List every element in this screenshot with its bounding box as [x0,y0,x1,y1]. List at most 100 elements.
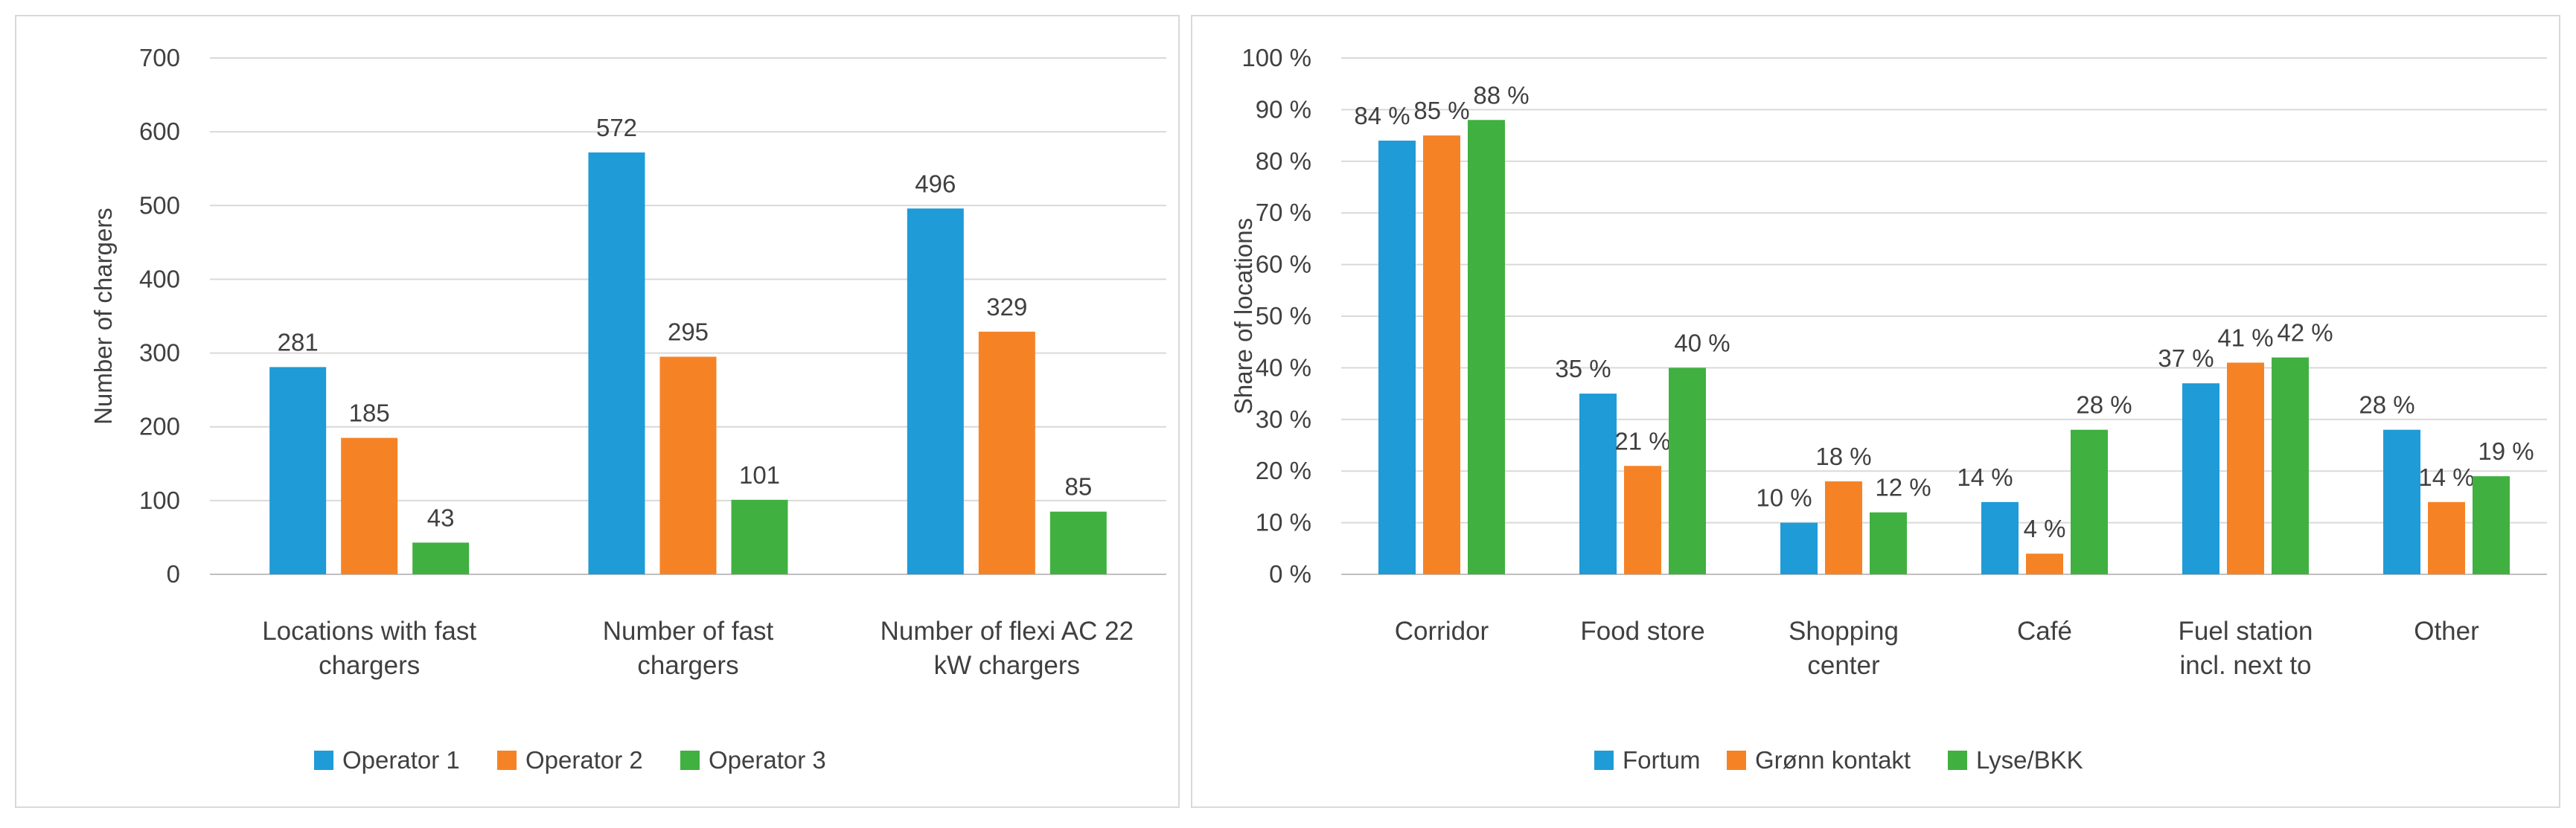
locations-bar [2473,476,2510,574]
locations-y-tick-label: 80 % [1256,147,1311,175]
chargers-data-label: 572 [596,114,637,141]
locations-bar [1669,368,1706,574]
chargers-bar [978,331,1035,574]
chargers-bar [588,152,645,575]
locations-bar [1468,120,1505,574]
locations-bar [1378,141,1416,575]
chargers-bar [1049,511,1107,574]
chargers-bar [341,437,398,574]
chargers-y-tick-label: 100 [139,487,180,514]
locations-bar [1780,522,1818,574]
locations-data-label: 21 % [1614,427,1670,455]
locations-bar [2071,429,2108,574]
chargers-category-label: Number of fast [603,617,774,646]
locations-category-label: incl. next to [2179,651,2311,680]
chargers-legend-label: Operator 3 [709,746,826,774]
chargers-legend-swatch [314,751,333,770]
locations-y-tick-label: 10 % [1256,509,1311,536]
locations-data-label: 37 % [2158,344,2214,372]
locations-category-label: Shopping [1789,617,1899,646]
locations-legend-label: Grønn kontakt [1755,746,1911,774]
chargers-legend-swatch [680,751,700,770]
locations-data-label: 10 % [1756,484,1812,512]
chargers-legend-label: Operator 2 [525,746,643,774]
chart-panel-locations: 0 % 10 % 20 % 30 % 40 % 50 % 60 % 70 % 80 % 90 % 1… [1191,15,2560,808]
locations-bar [1825,481,1862,574]
locations-y-tick-label: 0 % [1269,560,1311,588]
locations-bar [2272,357,2309,574]
locations-y-tick-label: 70 % [1256,199,1311,226]
locations-bar [1579,394,1617,574]
locations-category-label: Other [2414,617,2479,646]
locations-data-label: 84 % [1354,102,1410,129]
locations-y-tick-label: 50 % [1256,302,1311,330]
locations-category-label: center [1807,651,1880,680]
chargers-y-tick-label: 700 [139,44,180,71]
locations-bar [1423,135,1460,575]
locations-bar [2383,429,2420,574]
chart-panel-chargers: 0 100 200 300 400 500 600 700 Number of chargers… [15,15,1180,808]
locations-category-label: Food store [1580,617,1704,646]
chargers-bar [659,356,717,574]
locations-legend-swatch [1727,751,1746,770]
chargers-y-tick-label: 200 [139,413,180,440]
chargers-bar [731,499,788,574]
chargers-legend-swatch [497,751,517,770]
locations-data-label: 40 % [1674,329,1730,356]
chargers-category-label: kW chargers [934,651,1080,680]
locations-bar [2227,362,2264,574]
locations-legend-swatch [1948,751,1967,770]
chargers-y-tick-label: 300 [139,339,180,367]
locations-category-label: Café [2017,617,2072,646]
locations-data-label: 28 % [2076,391,2132,419]
chargers-data-label: 185 [349,399,390,427]
locations-data-label: 28 % [2359,391,2414,419]
locations-legend-swatch [1594,751,1614,770]
locations-y-tick-label: 40 % [1256,353,1311,381]
chargers-data-label: 101 [739,461,780,489]
locations-category-label: Fuel station [2179,617,2313,646]
locations-bar [1624,466,1661,574]
locations-y-tick-label: 100 % [1241,44,1311,71]
chargers-y-tick-label: 600 [139,118,180,145]
locations-data-label: 88 % [1473,81,1529,109]
chargers-category-label: chargers [319,651,420,680]
locations-chart: 0 % 10 % 20 % 30 % 40 % 50 % 60 % 70 % 80 % 90 % 1… [1230,44,2547,774]
locations-data-label: 14 % [2418,463,2474,491]
chargers-data-label: 281 [278,328,319,356]
chargers-data-label: 329 [986,293,1027,321]
locations-y-axis-title: Share of locations [1230,218,1257,414]
chargers-category-label: Number of flexi AC 22 [880,617,1134,646]
chargers-data-label: 295 [668,318,709,346]
locations-data-label: 85 % [1413,97,1469,124]
chargers-data-label: 496 [915,170,956,197]
locations-data-label: 14 % [1957,463,2013,491]
locations-data-label: 19 % [2478,437,2534,465]
locations-y-tick-label: 30 % [1256,405,1311,433]
chargers-y-tick-label: 0 [167,560,180,588]
chargers-category-label: Locations with fast [262,617,476,646]
chargers-data-label: 85 [1064,473,1092,501]
locations-bar [2182,383,2219,574]
locations-bar [2428,501,2465,574]
locations-data-label: 12 % [1875,474,1931,501]
locations-data-label: 42 % [2277,319,2333,347]
locations-bar [1981,501,2019,574]
locations-y-tick-label: 60 % [1256,251,1311,278]
chargers-legend-label: Operator 1 [342,746,460,774]
locations-data-label: 4 % [2024,515,2066,542]
chargers-y-tick-label: 400 [139,265,180,292]
chargers-bar [907,208,964,574]
locations-bar [2026,553,2063,574]
chargers-y-axis-title: Number of chargers [89,208,117,425]
locations-y-tick-label: 90 % [1256,95,1311,123]
chargers-y-tick-label: 500 [139,191,180,219]
locations-category-label: Corridor [1395,617,1489,646]
chargers-category-label: chargers [637,651,738,680]
chargers-bar [412,542,470,574]
chargers-data-label: 43 [427,504,455,531]
locations-data-label: 18 % [1815,443,1871,470]
locations-y-tick-label: 20 % [1256,457,1311,484]
locations-legend-label: Lyse/BKK [1976,746,2083,774]
locations-bar [1870,512,1907,574]
